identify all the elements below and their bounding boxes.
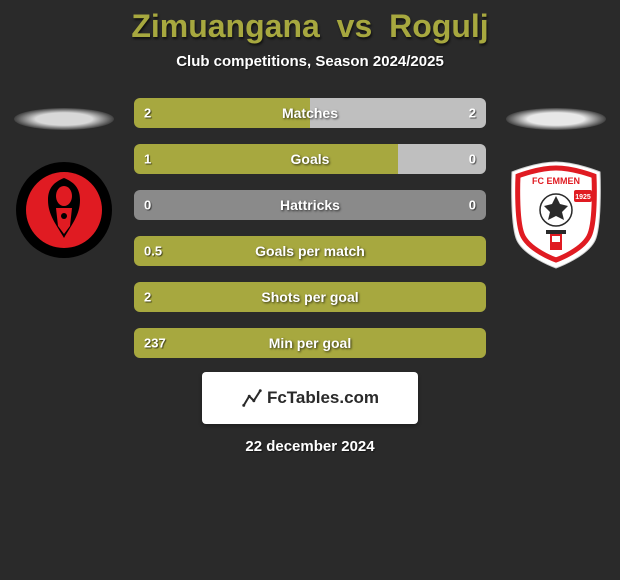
svg-text:FC EMMEN: FC EMMEN — [532, 176, 580, 186]
stats-bars: 2 2 Matches 1 0 Goals 0 0 Hattricks 0.5 Goals per … — [134, 98, 486, 358]
stat-value-left: 2 — [144, 290, 151, 305]
stat-row: 2 Shots per goal — [134, 282, 486, 312]
stat-value-left: 237 — [144, 336, 166, 351]
stat-row: 2 2 Matches — [134, 98, 486, 128]
stat-value-left: 2 — [144, 106, 151, 121]
stat-label: Min per goal — [269, 335, 351, 351]
page-title: Zimuangana vs Rogulj — [0, 8, 620, 45]
fc-emmen-crest-icon: FC EMMEN 1925 — [506, 160, 606, 270]
stat-row: 0.5 Goals per match — [134, 236, 486, 266]
comparison-card: Zimuangana vs Rogulj Club competitions, … — [0, 0, 620, 455]
stat-value-left: 0.5 — [144, 244, 162, 259]
stat-value-left: 1 — [144, 152, 151, 167]
watermark-badge: FcTables.com — [202, 372, 418, 424]
player1-shadow — [14, 108, 114, 130]
player1-name: Zimuangana — [131, 8, 319, 44]
stat-label: Shots per goal — [261, 289, 358, 305]
club-crest-left — [14, 160, 114, 260]
stat-label: Goals per match — [255, 243, 365, 259]
stat-value-right: 0 — [469, 152, 476, 167]
svg-text:1925: 1925 — [575, 194, 591, 201]
stat-value-right: 2 — [469, 106, 476, 121]
left-side — [12, 98, 116, 260]
stat-label: Hattricks — [280, 197, 340, 213]
vs-separator: vs — [337, 8, 373, 44]
fctables-logo-icon — [241, 387, 263, 409]
club-crest-right: FC EMMEN 1925 — [506, 160, 606, 260]
player2-name: Rogulj — [389, 8, 489, 44]
right-side: FC EMMEN 1925 — [504, 98, 608, 260]
helmond-crest-icon — [14, 160, 114, 260]
stat-value-right: 0 — [469, 198, 476, 213]
stat-row: 0 0 Hattricks — [134, 190, 486, 220]
main-content: 2 2 Matches 1 0 Goals 0 0 Hattricks 0.5 Goals per … — [0, 98, 620, 358]
date-label: 22 december 2024 — [0, 438, 620, 455]
stat-row: 1 0 Goals — [134, 144, 486, 174]
player2-shadow — [506, 108, 606, 130]
stat-value-left: 0 — [144, 198, 151, 213]
stat-bar-left — [134, 144, 398, 174]
stat-label: Goals — [291, 151, 330, 167]
subtitle: Club competitions, Season 2024/2025 — [0, 53, 620, 70]
stat-label: Matches — [282, 105, 338, 121]
watermark-text: FcTables.com — [267, 388, 379, 408]
stat-row: 237 Min per goal — [134, 328, 486, 358]
